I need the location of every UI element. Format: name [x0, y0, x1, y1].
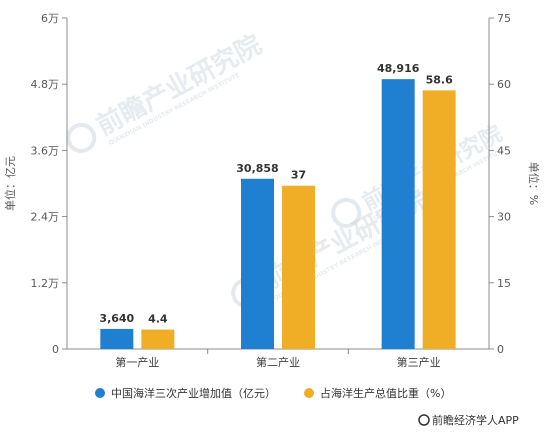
bar	[100, 328, 134, 349]
bar	[422, 90, 456, 350]
axes: 0 1.2万 2.4万 3.6万 4.8万 6万 0 15 30 45 60 75 单位：亿元 单位：% 第…	[3, 12, 541, 369]
data-labels: 3,640 4.4 30,858 37 48,916 58.6	[99, 62, 453, 325]
y-right-tick-label: 75	[497, 12, 511, 25]
y-right-tick-label: 0	[497, 343, 504, 356]
data-label: 4.4	[148, 313, 168, 326]
x-category-label: 第一产业	[115, 355, 159, 369]
watermark-logo-icon	[66, 122, 97, 153]
y-right-axis-title: 单位：%	[527, 162, 541, 205]
y-left-axis-title: 单位：亿元	[3, 156, 17, 211]
legend: 中国海洋三次产业增加值（亿元） 占海洋生产总值比重（%）	[95, 386, 451, 400]
legend-entry-label: 中国海洋三次产业增加值（亿元）	[111, 386, 276, 400]
source-logo-icon	[418, 414, 430, 426]
data-label: 48,916	[377, 62, 420, 75]
y-left-tick-label: 2.4万	[31, 211, 60, 224]
legend-marker	[304, 388, 314, 398]
y-left-tick-label: 4.8万	[31, 78, 60, 91]
data-label: 37	[291, 169, 306, 182]
source-text: 前瞻经济学人APP	[432, 413, 519, 427]
data-label: 30,858	[236, 162, 278, 175]
source-credit: 前瞻经济学人APP	[418, 413, 519, 427]
watermark-logo-icon	[331, 197, 362, 228]
y-left-tick-label: 6万	[41, 12, 59, 25]
bars	[100, 79, 456, 350]
bar	[282, 185, 315, 349]
y-right-tick-label: 15	[497, 277, 511, 290]
bar	[141, 329, 175, 349]
data-label: 58.6	[426, 73, 453, 86]
legend-marker	[95, 388, 105, 398]
legend-entry-label: 占海洋生产总值比重（%）	[320, 386, 451, 400]
y-left-tick-label: 1.2万	[31, 277, 60, 290]
x-category-label: 第三产业	[397, 355, 441, 369]
watermark-text: 前瞻产业研究院	[91, 29, 266, 142]
y-right-tick-label: 60	[497, 78, 511, 91]
x-category-label: 第二产业	[256, 355, 300, 369]
y-left-tick-label: 3.6万	[31, 144, 60, 157]
bar	[241, 178, 274, 349]
y-right-tick-label: 30	[497, 211, 511, 224]
data-label: 3,640	[99, 312, 134, 325]
bar	[381, 79, 415, 350]
y-right-tick-label: 45	[497, 144, 511, 157]
y-left-tick-label: 0	[52, 343, 59, 356]
